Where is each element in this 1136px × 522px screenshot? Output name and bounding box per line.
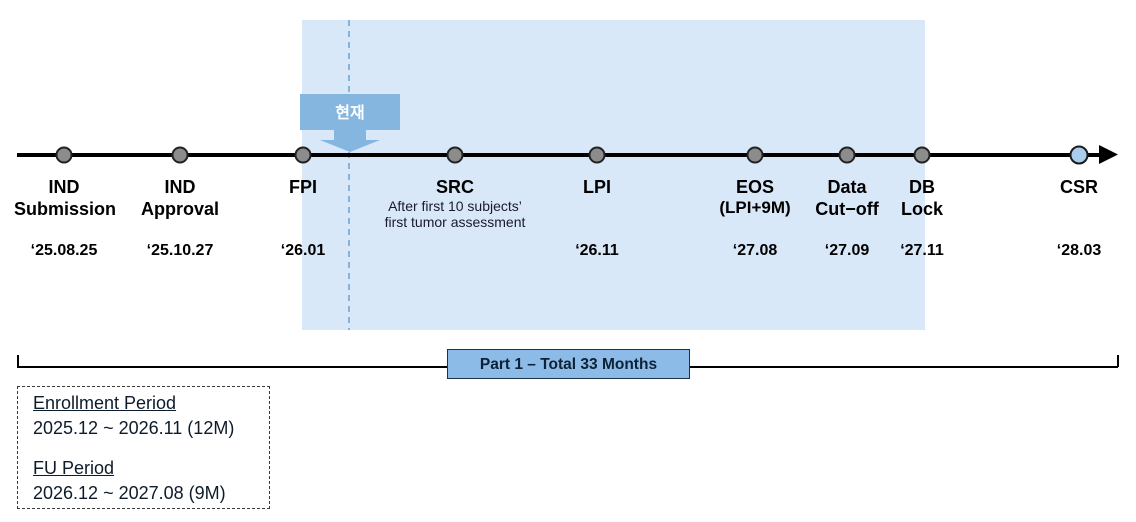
svg-text:현재: 현재 xyxy=(335,103,364,122)
